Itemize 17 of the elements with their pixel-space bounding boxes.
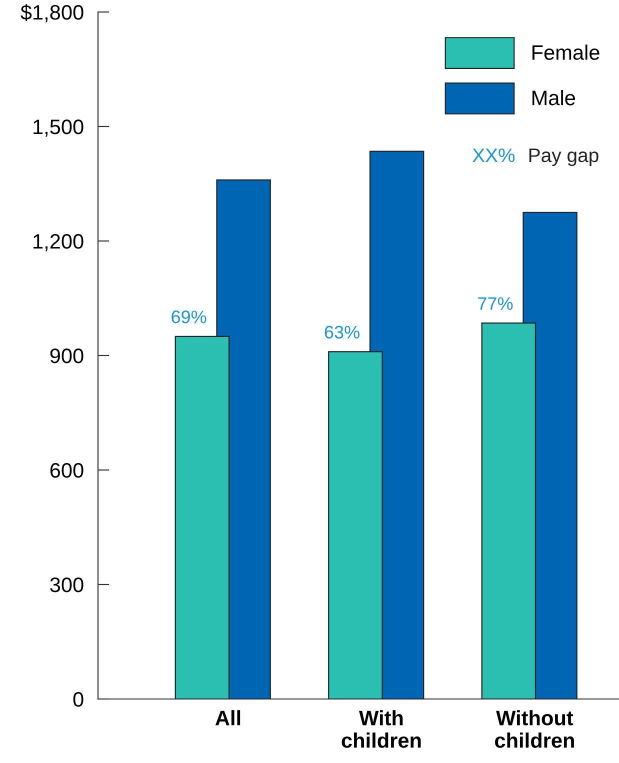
annotation: 77% [478,297,513,310]
legend-label: Female [532,44,600,60]
annotation: 63% [324,326,360,339]
legend-label: Male [532,90,576,106]
y-tick-label: 300 [50,578,84,592]
x-tick-label: All [215,710,240,726]
y-tick-label: $1,800 [20,4,84,22]
x-tick-label: With children [342,710,421,748]
annotation: XX% [472,148,515,162]
x-tick-label: Without children [495,710,574,748]
annotation: 69% [172,310,206,324]
y-tick-label: 600 [50,463,84,478]
y-tick-label: 0 [73,692,84,707]
y-tick-label: 900 [50,348,84,364]
y-tick-label: 1,200 [34,234,84,252]
annotation: Pay gap [529,148,598,166]
y-tick-label: 1,500 [34,120,84,137]
